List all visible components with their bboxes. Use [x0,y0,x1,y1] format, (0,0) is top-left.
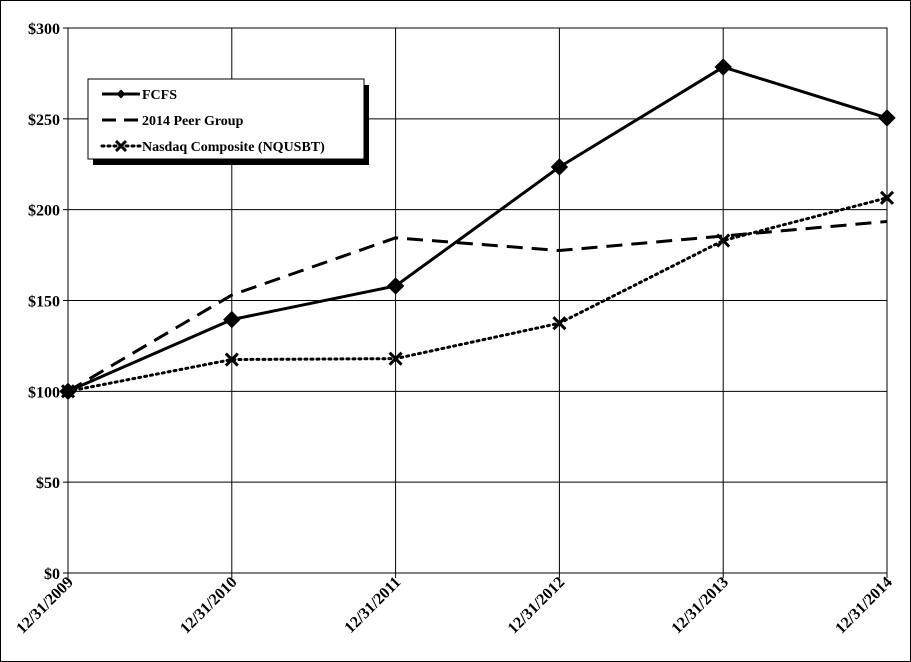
y-tick-label: $50 [36,475,60,492]
y-tick-label: $200 [28,203,60,220]
legend-label-2014-peer-group: 2014 Peer Group [142,114,244,129]
plot-area-border [67,27,888,574]
y-axis-tick-labels: $0 $50 $100 $150 $200 $250 $300 [28,21,60,583]
data-point-fcfs [386,277,405,295]
data-point-nasdaq-composite-nqusbt [388,351,403,366]
data-point-fcfs [714,58,732,76]
series-line-2014-peer-group [67,219,888,393]
data-point-fcfs [550,158,569,176]
legend: FCFS 2014 Peer Group Nasdaq Composite (NQU… [87,78,369,165]
data-point-nasdaq-composite-nqusbt [224,352,239,367]
y-tick-label: $100 [28,384,60,401]
y-tick-label: $150 [28,294,60,311]
data-point-nasdaq-composite-nqusbt [552,316,567,331]
data-point-nasdaq-composite-nqusbt [716,233,731,248]
y-tick-label: $300 [28,21,60,38]
series-line-nasdaq-composite-nqusbt [66,196,889,393]
series-line-fcfs [67,65,888,393]
series-group [59,58,896,401]
legend-marker-x [114,139,128,153]
data-point-nasdaq-composite-nqusbt [60,384,76,399]
axes [63,27,888,578]
data-point-fcfs [223,310,241,329]
legend-marker-diamond [116,89,126,99]
data-point-nasdaq-composite-nqusbt [879,190,895,205]
data-point-fcfs [878,109,896,127]
legend-label-nasdaq-composite-nqusbt: Nasdaq Composite (NQUSBT) [142,140,325,155]
y-tick-label: $0 [44,566,60,583]
legend-label-fcfs: FCFS [142,88,177,103]
y-tick-label: $250 [28,112,60,129]
